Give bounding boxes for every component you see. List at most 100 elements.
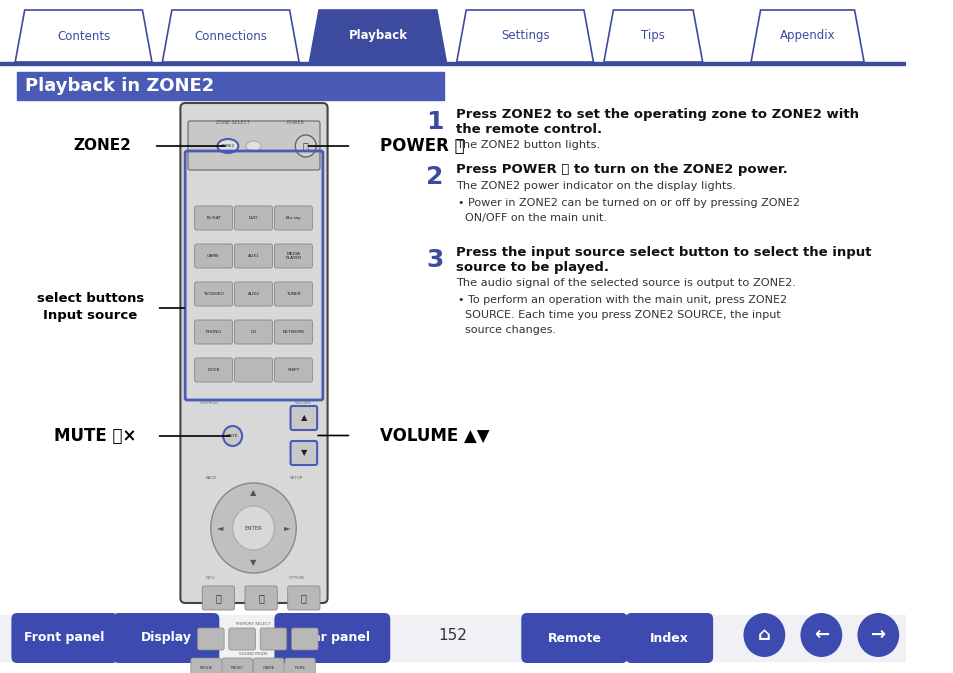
Text: MUTE: MUTE	[227, 434, 238, 438]
FancyBboxPatch shape	[291, 441, 316, 465]
Text: Input source: Input source	[43, 310, 137, 322]
FancyBboxPatch shape	[260, 628, 287, 650]
Circle shape	[857, 613, 899, 657]
FancyBboxPatch shape	[291, 406, 316, 430]
Text: • Power in ZONE2 can be turned on or off by pressing ZONE2: • Power in ZONE2 can be turned on or off…	[457, 198, 799, 208]
FancyBboxPatch shape	[234, 282, 273, 306]
FancyBboxPatch shape	[625, 613, 712, 663]
FancyBboxPatch shape	[194, 320, 233, 344]
Text: Appendix: Appendix	[779, 30, 835, 42]
Text: ▼: ▼	[250, 559, 256, 567]
Polygon shape	[456, 10, 593, 62]
Polygon shape	[309, 10, 446, 62]
Circle shape	[233, 506, 274, 550]
Text: Press POWER ⏻ to turn on the ZONE2 power.: Press POWER ⏻ to turn on the ZONE2 power…	[456, 163, 786, 176]
FancyBboxPatch shape	[222, 658, 253, 673]
FancyBboxPatch shape	[202, 586, 234, 610]
Text: PURE: PURE	[294, 666, 305, 670]
Text: 152: 152	[438, 627, 467, 643]
Text: MEDIA
PLAYER: MEDIA PLAYER	[285, 252, 301, 260]
Text: Display: Display	[140, 631, 192, 645]
Text: AUX2: AUX2	[248, 292, 259, 296]
Text: Contents: Contents	[57, 30, 110, 42]
Text: Press ZONE2 to set the operating zone to ZONE2 with: Press ZONE2 to set the operating zone to…	[456, 108, 858, 121]
Text: MOVIE: MOVIE	[199, 666, 213, 670]
Bar	[0, 62, 905, 65]
FancyBboxPatch shape	[112, 613, 219, 663]
Text: DOCK: DOCK	[207, 368, 219, 372]
Text: PHONO: PHONO	[206, 330, 221, 334]
FancyBboxPatch shape	[194, 358, 233, 382]
Text: Settings: Settings	[500, 30, 549, 42]
FancyBboxPatch shape	[234, 244, 273, 268]
Text: VOLUME: VOLUME	[295, 401, 312, 405]
Text: MEMORY SELECT: MEMORY SELECT	[236, 622, 271, 626]
Polygon shape	[162, 10, 299, 62]
Circle shape	[295, 135, 315, 157]
Text: ENTER: ENTER	[244, 526, 262, 530]
Circle shape	[742, 613, 784, 657]
Text: CH/PROG: CH/PROG	[199, 401, 218, 405]
Ellipse shape	[217, 139, 238, 153]
Text: POWER: POWER	[286, 120, 304, 125]
Text: 1: 1	[426, 110, 443, 134]
Text: Tips: Tips	[640, 30, 664, 42]
Text: INFO: INFO	[206, 576, 215, 580]
Text: SHIFT: SHIFT	[287, 368, 299, 372]
Text: AUX1: AUX1	[248, 254, 259, 258]
FancyBboxPatch shape	[274, 206, 312, 230]
Text: Index: Index	[649, 631, 688, 645]
Text: ►: ►	[283, 524, 290, 532]
Text: SOURCE. Each time you press ZONE2 SOURCE, the input: SOURCE. Each time you press ZONE2 SOURCE…	[465, 310, 781, 320]
FancyBboxPatch shape	[194, 282, 233, 306]
Text: VOLUME ▲▼: VOLUME ▲▼	[379, 427, 489, 444]
FancyBboxPatch shape	[234, 206, 273, 230]
Text: ON/OFF on the main unit.: ON/OFF on the main unit.	[465, 213, 607, 223]
Text: CD: CD	[250, 330, 256, 334]
Text: The audio signal of the selected source is output to ZONE2.: The audio signal of the selected source …	[456, 278, 795, 288]
Text: ⏯: ⏯	[258, 593, 264, 603]
Text: ZONE2: ZONE2	[220, 144, 234, 148]
Text: the remote control.: the remote control.	[456, 123, 601, 136]
Text: OPTION: OPTION	[288, 576, 304, 580]
Circle shape	[223, 426, 242, 446]
Text: The ZONE2 button lights.: The ZONE2 button lights.	[456, 140, 599, 150]
Text: source changes.: source changes.	[465, 325, 556, 335]
FancyBboxPatch shape	[194, 206, 233, 230]
FancyBboxPatch shape	[245, 586, 277, 610]
Text: ▲: ▲	[300, 413, 307, 423]
Text: BACK: BACK	[205, 476, 216, 480]
Text: ◄: ◄	[217, 524, 223, 532]
FancyBboxPatch shape	[194, 244, 233, 268]
Text: ZONE2: ZONE2	[73, 139, 132, 153]
Bar	[17, 72, 444, 100]
Text: POWER ⏻: POWER ⏻	[379, 137, 464, 155]
Text: ▼: ▼	[300, 448, 307, 458]
Text: TUNER: TUNER	[286, 292, 300, 296]
Text: ⏮: ⏮	[215, 593, 221, 603]
Text: Press the input source select button to select the input: Press the input source select button to …	[456, 246, 870, 259]
Text: DVD: DVD	[249, 216, 258, 220]
Polygon shape	[15, 10, 152, 62]
Text: TV/VIDEO: TV/VIDEO	[203, 292, 224, 296]
Text: MUSIC: MUSIC	[231, 666, 244, 670]
FancyBboxPatch shape	[229, 628, 255, 650]
FancyBboxPatch shape	[234, 358, 273, 382]
FancyBboxPatch shape	[285, 658, 314, 673]
Circle shape	[800, 613, 841, 657]
Bar	[0, 615, 905, 661]
Circle shape	[211, 483, 296, 573]
Text: NETWORK: NETWORK	[282, 330, 304, 334]
FancyBboxPatch shape	[253, 658, 284, 673]
Text: The ZONE2 power indicator on the display lights.: The ZONE2 power indicator on the display…	[456, 181, 735, 191]
Text: GAME: GAME	[207, 254, 220, 258]
Text: Front panel: Front panel	[25, 631, 105, 645]
Text: Connections: Connections	[194, 30, 267, 42]
Text: Rear panel: Rear panel	[294, 631, 370, 645]
FancyBboxPatch shape	[191, 658, 221, 673]
FancyBboxPatch shape	[180, 103, 327, 603]
Text: 3: 3	[426, 248, 443, 272]
Text: SOUND MODE: SOUND MODE	[239, 652, 268, 656]
FancyBboxPatch shape	[234, 320, 273, 344]
FancyBboxPatch shape	[274, 320, 312, 344]
